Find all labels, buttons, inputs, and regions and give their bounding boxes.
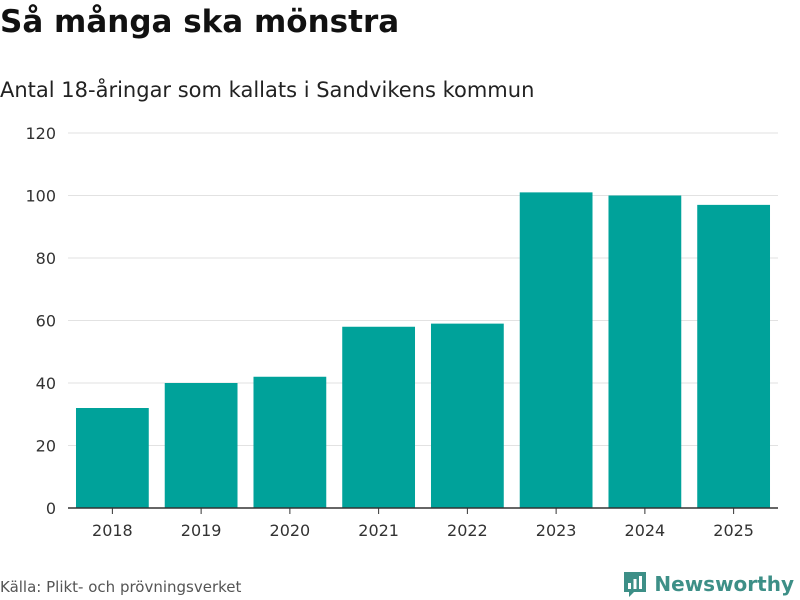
bar-2025 bbox=[697, 204, 771, 508]
chart-title: Så många ska mönstra bbox=[0, 4, 400, 40]
bar-2019 bbox=[164, 383, 238, 508]
y-tick-label-120: 120 bbox=[25, 124, 56, 143]
y-tick-label-100: 100 bbox=[25, 187, 56, 206]
x-tick-label-2020: 2020 bbox=[270, 521, 311, 540]
newsworthy-logo-icon bbox=[624, 572, 647, 597]
bar-2020 bbox=[253, 376, 327, 508]
bars bbox=[75, 192, 771, 508]
x-tick-label-2018: 2018 bbox=[92, 521, 133, 540]
x-tick-label-2022: 2022 bbox=[447, 521, 488, 540]
chart-subtitle: Antal 18-åringar som kallats i Sandviken… bbox=[0, 78, 535, 102]
x-tick-label-2024: 2024 bbox=[625, 521, 666, 540]
y-tick-label-0: 0 bbox=[46, 499, 56, 518]
bar-2024 bbox=[608, 195, 682, 508]
axes: 0 20 40 60 80 100 120 2018 2019 2020 2021 2022 2023 2… bbox=[25, 124, 778, 540]
y-tick-label-40: 40 bbox=[36, 374, 56, 393]
y-tick-label-20: 20 bbox=[36, 437, 56, 456]
y-tick-label-80: 80 bbox=[36, 249, 56, 268]
bar-2018 bbox=[75, 408, 149, 508]
x-tick-label-2021: 2021 bbox=[358, 521, 399, 540]
bar-2023 bbox=[519, 192, 593, 508]
bar-2021 bbox=[342, 326, 416, 508]
x-tick-label-2019: 2019 bbox=[181, 521, 222, 540]
bar-2022 bbox=[430, 323, 504, 508]
source-note: Källa: Plikt- och prövningsverket bbox=[0, 578, 242, 596]
x-tick-label-2023: 2023 bbox=[536, 521, 577, 540]
x-tick-label-2025: 2025 bbox=[713, 521, 754, 540]
y-tick-label-60: 60 bbox=[36, 312, 56, 331]
brand-name: Newsworthy bbox=[654, 572, 794, 596]
brand-logo: Newsworthy bbox=[622, 570, 794, 598]
